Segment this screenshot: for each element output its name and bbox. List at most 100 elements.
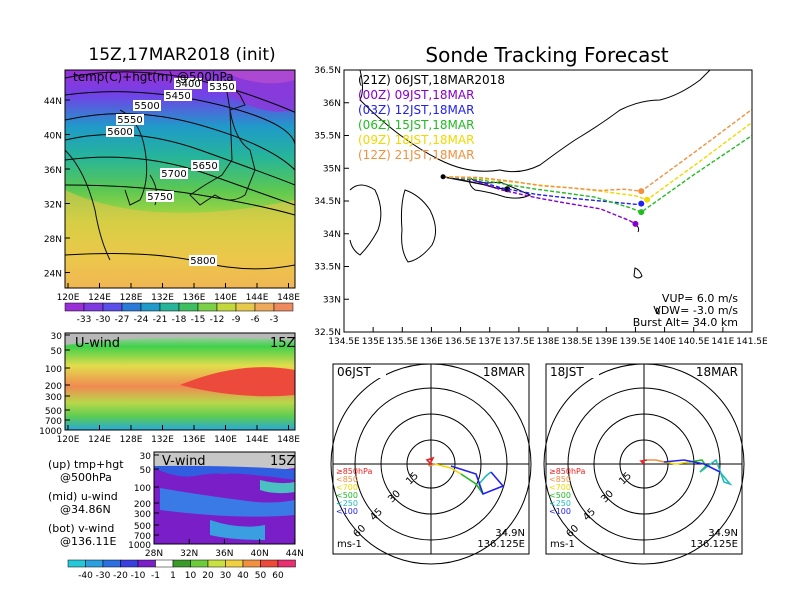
vwind-pressure-label: 200: [134, 500, 151, 510]
wind-colorbar-label: 40: [237, 571, 249, 581]
track-y-label: 35N: [323, 164, 341, 174]
track-params: VUP= 6.0 m/s VDW= -3.0 m/s Burst Alt= 34…: [633, 292, 739, 329]
temp-colorbar-label: -6: [251, 315, 260, 325]
vwind-pressure-label: 30: [140, 452, 152, 462]
vwind-lat-label: 44N: [286, 549, 304, 559]
uwind-lon-label: 128E: [120, 435, 143, 445]
map-lon-label: 120E: [57, 293, 80, 303]
track-coastlines: [349, 70, 711, 315]
temp-colorbar-label: -9: [232, 315, 241, 325]
vwind-pressure-label: 100: [134, 484, 151, 494]
contour-label: 5800: [189, 255, 217, 267]
hodo-ring: [406, 439, 456, 489]
map-lat-label: 36N: [44, 166, 62, 176]
hodo-lon: 136.125E: [690, 539, 738, 550]
track-legend-entry: (09Z) 18JST,18MAR: [358, 133, 474, 147]
contour-label-text: 5500: [134, 101, 159, 112]
hodo-level-label: <850: [549, 475, 571, 484]
track-title: Sonde Tracking Forecast: [425, 43, 668, 67]
hodo-ring: [619, 439, 669, 489]
track-line: [442, 176, 508, 190]
note-mid-1: (mid) u-wind: [48, 490, 118, 503]
contour-label-box: [160, 168, 188, 179]
contour-label-text: 5800: [190, 256, 215, 267]
vwind-time: 15Z: [270, 454, 296, 469]
panel-notes: (up) tmp+hgt @500hPa (mid) u-wind @34.86…: [48, 458, 124, 548]
wind-colorbar-label: 1: [170, 571, 176, 581]
uwind-pressure-label: 700: [45, 417, 62, 427]
track-x-label: 140E: [653, 337, 676, 347]
temp-colorbar-cell: [121, 302, 142, 312]
vwind-pressure-label: 500: [134, 522, 151, 532]
contour-label-text: 5400: [175, 79, 200, 90]
wind-colorbar-cell: [190, 559, 209, 568]
vwind-pressure-label: 300: [134, 510, 151, 520]
contour-label-box: [191, 160, 219, 171]
note-bot-2: @136.11E: [60, 535, 116, 548]
uwind-lon-label: 124E: [88, 435, 111, 445]
map-lat-axis: 44N 40N 36N 32N 28N 24N: [44, 97, 70, 280]
temp-colorbar-cell: [216, 302, 237, 312]
track-y-label: 33.5N: [314, 263, 341, 273]
contour-label-box: [106, 126, 134, 137]
wind-colorbar-label: -40: [78, 571, 93, 581]
uwind-time: 15Z: [270, 336, 296, 351]
track-legend-entry: (21Z) 06JST,18MAR2018: [358, 73, 505, 87]
track-start-point: [440, 174, 446, 180]
track-end-point: [638, 188, 645, 195]
temp-colorbar-cell: [273, 302, 294, 312]
hodo-level-label: <250: [549, 499, 571, 508]
map-lon-label: 136E: [183, 293, 206, 303]
track-y-axis: 36.5N 36N 35.5N 35N 34.5N 34N 33.5N 33N 32.5N: [314, 66, 349, 338]
map-lon-label: 140E: [214, 293, 237, 303]
hodo-unit: ms-1: [550, 539, 575, 550]
map-lat-label: 44N: [44, 97, 62, 107]
wind-colorbar-cell: [67, 559, 86, 568]
track-x-label: 137E: [478, 337, 501, 347]
vwind-pressure-label: 1000: [128, 541, 151, 551]
contour-label: 5750: [146, 191, 174, 203]
vwind-lat-label: 36N: [215, 549, 233, 559]
temp-colorbar-label: -33: [77, 315, 92, 325]
track-end-point: [638, 209, 645, 216]
vwind-pressure-label: 700: [134, 532, 151, 542]
hodo-wind-trace: [450, 465, 505, 496]
note-mid-2: @34.86N: [60, 503, 111, 516]
hodo-wind-trace: [647, 459, 665, 463]
vdw-text: VDW= -3.0 m/s: [653, 304, 738, 317]
track-end-point: [632, 220, 639, 227]
contour-label: 5700: [160, 168, 188, 180]
track-end-point: [644, 196, 651, 203]
uwind-pressure-label: 300: [45, 393, 62, 403]
temp-colorbar-cell: [102, 302, 123, 312]
hodo-date: 18MAR: [696, 365, 738, 379]
hodo-date: 18MAR: [483, 365, 525, 379]
uwind-pressure-label: 30: [51, 332, 63, 342]
wind-colorbar-cell: [207, 559, 226, 568]
temp-colorbar-cell: [254, 302, 275, 312]
hodo-level-label: <500: [549, 491, 571, 500]
wind-colorbar-cell: [137, 559, 156, 568]
wind-colorbar-label: -30: [96, 571, 111, 581]
vwind-lat-label: 40N: [251, 549, 269, 559]
hodo-unit: ms-1: [337, 539, 362, 550]
temp-colorbar-cell: [64, 302, 85, 312]
track-line: [443, 108, 752, 192]
temp-colorbar-cell: [197, 302, 218, 312]
vup-text: VUP= 6.0 m/s: [662, 292, 738, 305]
contour-label-box: [164, 90, 192, 101]
track-y-label: 34.5N: [314, 197, 341, 207]
track-map: [344, 70, 752, 332]
track-x-axis: 134.5E 135E 135.5E 136E 136.5E 137E 137.5E 138E…: [328, 327, 768, 347]
map-lon-label: 124E: [88, 293, 111, 303]
map-lat-label: 32N: [44, 201, 62, 211]
hodo-ring: [380, 413, 482, 515]
contour-label: 5500: [133, 100, 161, 112]
track-legend-entry: (06Z) 15JST,18MAR: [358, 118, 474, 132]
track-y-label: 33N: [323, 295, 341, 305]
uwind-lon-label: 144E: [246, 435, 269, 445]
